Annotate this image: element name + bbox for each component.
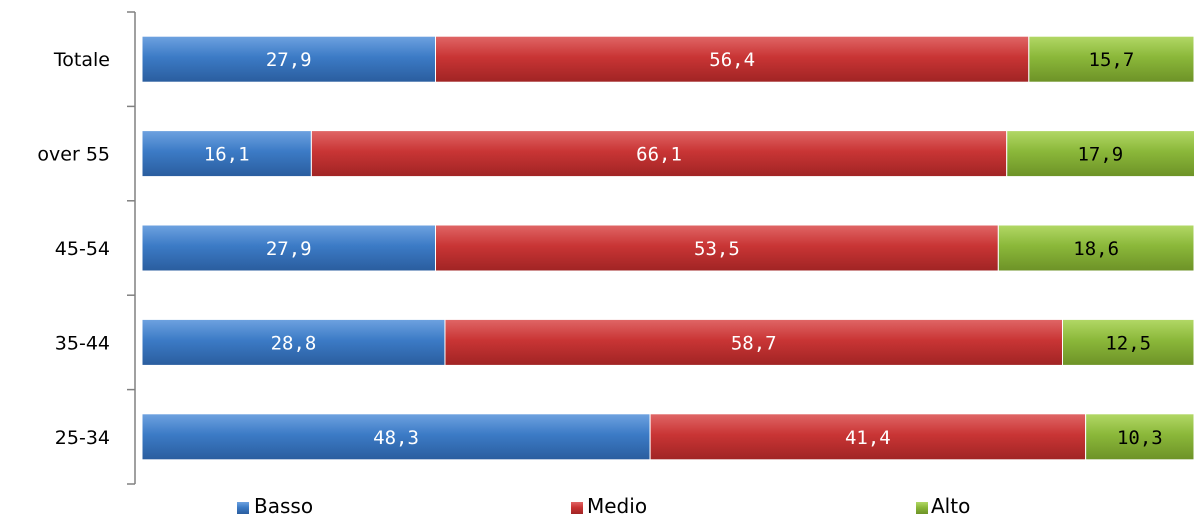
bar-alto	[1062, 318, 1194, 366]
data-label: 48,3	[373, 427, 419, 449]
legend-swatch-medio	[571, 502, 583, 514]
data-label: 16,1	[204, 144, 250, 166]
bar-medio	[435, 35, 1030, 83]
legend-label-alto: Alto	[931, 494, 970, 518]
data-label: 28,8	[271, 332, 317, 354]
bar-medio	[435, 224, 999, 272]
y-tick-label: over 55	[37, 144, 110, 166]
legend-swatch-alto	[916, 502, 928, 514]
bar-alto	[997, 224, 1194, 272]
y-tick-label: Totale	[53, 49, 110, 71]
bar-medio	[310, 130, 1008, 178]
data-label: 18,6	[1073, 238, 1119, 260]
bar-medio	[444, 318, 1063, 366]
legend-label-medio: Medio	[587, 494, 647, 518]
data-label: 66,1	[636, 144, 682, 166]
bar-alto	[1028, 35, 1194, 83]
data-label: 56,4	[709, 49, 755, 71]
legend-label-basso: Basso	[254, 494, 313, 518]
data-label: 15,7	[1089, 49, 1135, 71]
y-tick-label: 25-34	[55, 427, 110, 449]
bar-medio	[649, 413, 1087, 461]
data-label: 27,9	[266, 49, 312, 71]
data-label: 41,4	[845, 427, 891, 449]
y-tick-label: 45-54	[55, 238, 110, 260]
y-tick-label: 35-44	[55, 332, 110, 354]
legend-swatch-basso	[237, 502, 249, 514]
bar-basso	[141, 224, 437, 272]
bar-basso	[141, 318, 446, 366]
data-label: 58,7	[731, 332, 777, 354]
data-label: 10,3	[1117, 427, 1163, 449]
bars-group	[141, 35, 1194, 461]
data-label: 53,5	[694, 238, 740, 260]
y-axis	[127, 11, 136, 485]
legend: Basso Medio Alto	[237, 494, 970, 518]
data-label: 27,9	[266, 238, 312, 260]
bar-alto	[1085, 413, 1194, 461]
bar-alto	[1006, 130, 1194, 178]
bar-basso	[141, 35, 437, 83]
data-label: 12,5	[1105, 332, 1151, 354]
labels-group: Totale 27,9 56,4 15,7 over 55 16,1 66,1 17,9 45-…	[37, 49, 1162, 449]
data-label: 17,9	[1077, 144, 1123, 166]
bar-basso	[141, 413, 651, 461]
